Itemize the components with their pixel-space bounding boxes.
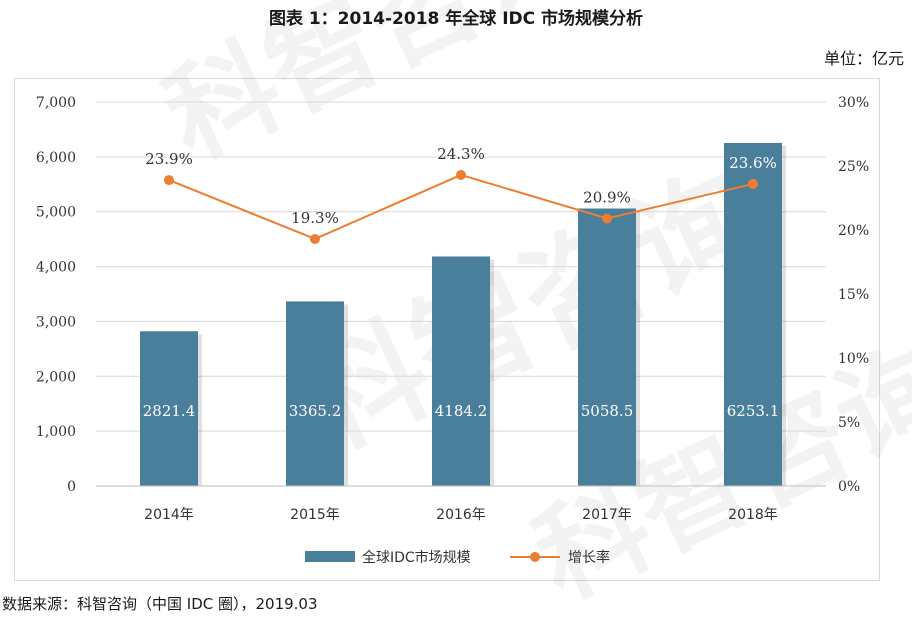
bar (286, 301, 344, 486)
growth-line: 23.9% 19.3% 24.3% 20.9% 23.6% (145, 145, 777, 244)
x-tick-label: 2016年 (436, 507, 486, 523)
bar-value-label: 6253.1 (727, 402, 780, 420)
y-left-tick-label: 1,000 (36, 424, 76, 440)
y-left-tick-label: 3,000 (36, 314, 76, 330)
watermark-text: 科智咨询 (147, 0, 600, 184)
x-tick-label: 2017年 (582, 507, 632, 523)
chart-title: 图表 1：2014-2018 年全球 IDC 市场规模分析 (268, 9, 644, 29)
legend: 全球IDC市场规模 增长率 (305, 549, 610, 566)
line-point (456, 169, 466, 180)
y-left-tick-label: 4,000 (36, 260, 76, 276)
line-point-label: 19.3% (291, 209, 339, 227)
bar (724, 142, 782, 487)
y-right-tick-label: 30% (838, 95, 869, 111)
unit-label: 单位：亿元 (823, 49, 904, 68)
line-point (748, 178, 758, 189)
x-tick-label: 2018年 (728, 507, 778, 523)
x-tick-label: 2014年 (144, 507, 194, 523)
legend-line-label: 增长率 (568, 549, 610, 566)
chart-frame (14, 78, 880, 581)
legend-line-marker (530, 552, 540, 562)
y-left-tick-label: 7,000 (36, 95, 76, 111)
y-left-tick-label: 2,000 (36, 369, 76, 385)
data-source: 数据来源：科智咨询（中国 IDC 圈），2019.03 (2, 595, 318, 613)
bar-value-label: 2821.4 (143, 402, 196, 420)
line-point-label: 20.9% (583, 188, 631, 206)
axes: 0 1,000 2,000 3,000 4,000 5,000 6,000 7,000 0% 5%… (36, 95, 869, 523)
bar (140, 331, 198, 486)
line-point-label: 23.9% (145, 150, 193, 168)
y-right-tick-label: 25% (838, 159, 869, 175)
bar-value-label: 5058.5 (581, 402, 634, 420)
legend-bar-label: 全球IDC市场规模 (362, 549, 471, 566)
line-point-label: 24.3% (437, 145, 485, 163)
bars: 2821.4 3365.2 4184.2 5058.5 6253.1 (140, 142, 786, 487)
watermark-layer: 科智咨询科智咨询科智咨询 (147, 0, 912, 622)
y-right-tick-label: 5% (838, 415, 860, 431)
y-right-tick-label: 15% (838, 287, 869, 303)
line-point-label: 23.6% (729, 154, 777, 172)
line-point (310, 233, 320, 244)
y-left-tick-label: 5,000 (36, 205, 76, 221)
bar (432, 256, 490, 486)
x-tick-label: 2015年 (290, 507, 340, 523)
y-left-tick-label: 0 (67, 479, 76, 495)
line-point (602, 213, 612, 224)
legend-bar-swatch (305, 551, 355, 562)
y-left-tick-label: 6,000 (36, 150, 76, 166)
y-right-tick-label: 0% (838, 479, 860, 495)
bar-value-label: 3365.2 (289, 402, 342, 420)
line-point (164, 175, 174, 186)
y-right-tick-label: 10% (838, 351, 869, 367)
y-right-tick-label: 20% (838, 223, 869, 239)
bar (578, 208, 636, 487)
bar-value-label: 4184.2 (435, 402, 488, 420)
